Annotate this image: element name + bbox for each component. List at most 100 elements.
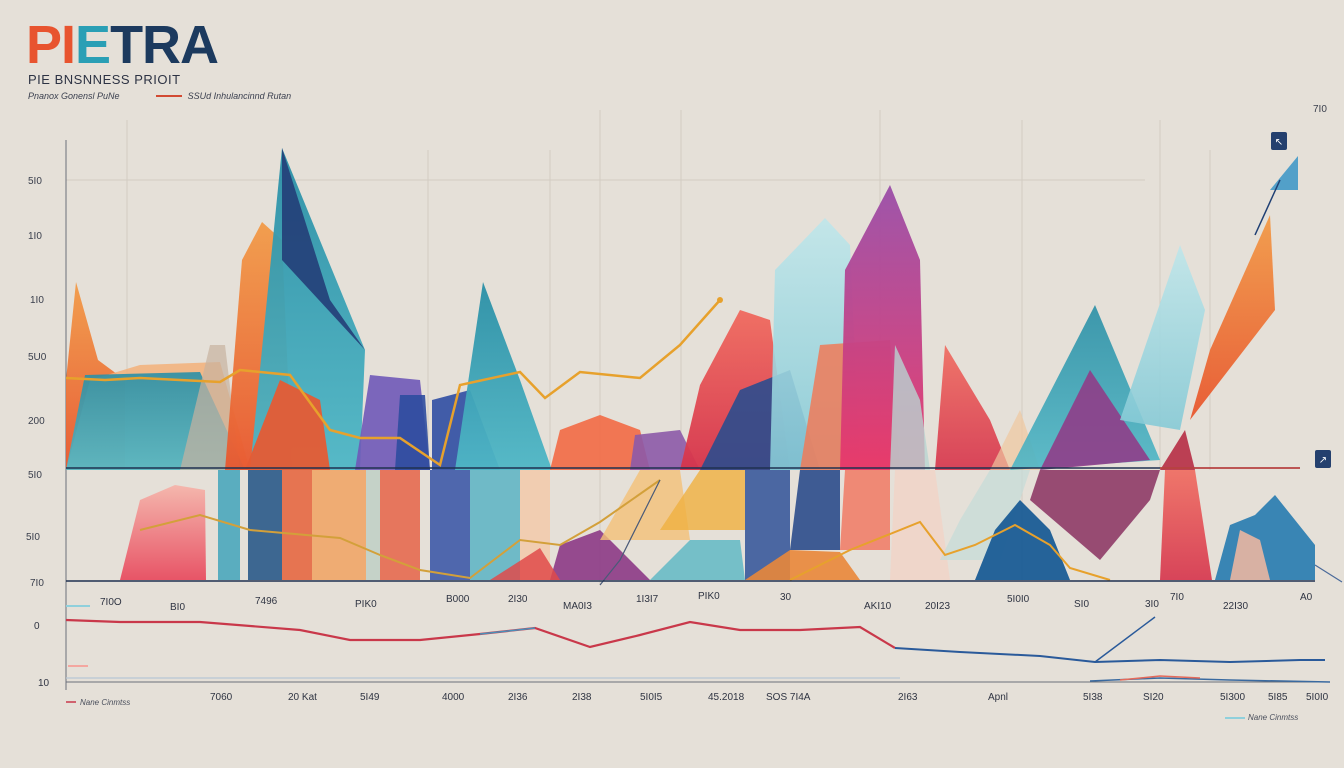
x-tick-label: A0 xyxy=(1300,592,1313,603)
legend-swatch xyxy=(155,95,182,97)
area-mark xyxy=(282,148,365,350)
trend-line-upper xyxy=(65,299,721,468)
area-mark xyxy=(840,470,890,550)
area-mark xyxy=(975,500,1070,580)
x-tick-label: BI0 xyxy=(170,602,185,613)
x-tick-label: 22I30 xyxy=(1223,601,1248,612)
y-tick-label: 5I0 xyxy=(28,470,42,481)
area-mark xyxy=(745,550,860,580)
area-mark xyxy=(312,470,366,580)
lower-y-tick: 10 xyxy=(38,678,50,689)
x-tick-label: PIK0 xyxy=(355,599,377,610)
area-mark xyxy=(248,470,282,580)
brand-logo: PIETRA xyxy=(26,15,219,75)
x-tick-label: 7060 xyxy=(210,692,233,703)
x-tick-label: 7I0O xyxy=(100,597,122,608)
x-tick-label: 2I30 xyxy=(508,594,528,605)
x-tick-label: 2I63 xyxy=(898,692,918,703)
x-tick-label: PIK0 xyxy=(698,591,720,602)
x-tick-label: SI0 xyxy=(1074,599,1089,610)
trend-line-lower-b xyxy=(789,520,1111,581)
area-mark xyxy=(120,485,206,580)
area-mark xyxy=(660,470,745,530)
x-tick-label: 7496 xyxy=(255,596,278,607)
area-mark xyxy=(395,395,430,470)
area-mark xyxy=(180,345,240,470)
x-tick-label: 5I300 xyxy=(1220,692,1245,703)
x-tick-label: 7I0 xyxy=(1170,592,1184,603)
area-mark xyxy=(935,345,1010,470)
area-mark xyxy=(218,470,240,580)
area-mark xyxy=(1160,470,1212,580)
x-tick-label: SOS 7I4A xyxy=(766,692,811,703)
area-mark xyxy=(1040,370,1150,470)
area-mark xyxy=(1190,215,1275,420)
x-tick-label: SI20 xyxy=(1143,692,1164,703)
x-tick-label: MA0I3 xyxy=(563,601,592,612)
x-tick-label: 20 Kat xyxy=(288,692,317,703)
x-ticks-upper: 7I0O BI0 7496 PIK0 B000 2I30 MA0I3 1I3I7… xyxy=(100,591,1313,613)
area-mark xyxy=(650,540,745,580)
y-tick-label: 7I0 xyxy=(30,578,44,589)
y-tick-label: 1I0 xyxy=(28,231,42,242)
x-tick-label: 5I85 xyxy=(1268,692,1288,703)
area-mark xyxy=(1120,245,1205,430)
chart-legend: Pnanox Gonensl PuNe SSUd Inhulancinnd Ru… xyxy=(28,91,291,101)
area-mark xyxy=(470,470,520,580)
area-mark xyxy=(745,470,790,580)
area-mark xyxy=(1270,156,1298,190)
area-mark xyxy=(380,470,420,580)
lower-legend-label: Nane Cinmtss xyxy=(80,698,130,707)
y-tick-label: 200 xyxy=(28,416,45,427)
line-panel-lower xyxy=(65,605,1331,683)
area-panel-upper xyxy=(66,148,1298,470)
y-tick-label: 5I0 xyxy=(26,532,40,543)
trend-line-lower-c xyxy=(599,479,661,586)
x-tick-label: AKI10 xyxy=(864,601,892,612)
series-line xyxy=(894,647,1325,664)
area-mark xyxy=(890,345,930,470)
legend-item-1: Pnanox Gonensl PuNe xyxy=(28,91,120,101)
x-tick-label: B000 xyxy=(446,594,470,605)
area-mark xyxy=(1160,430,1195,470)
trend-line-upper-right xyxy=(1254,179,1281,236)
trend-line-lower-a xyxy=(139,479,661,580)
x-tick-label: 45.2018 xyxy=(708,692,745,703)
svg-text:↖: ↖ xyxy=(1275,137,1283,148)
x-tick-label: 20I23 xyxy=(925,601,950,612)
area-mark xyxy=(490,548,560,580)
area-mark xyxy=(890,470,950,580)
area-mark xyxy=(550,415,650,470)
area-mark xyxy=(550,530,650,580)
y-tick-label: 5I0 xyxy=(28,176,42,187)
x-tick-label: 3I0 xyxy=(1145,599,1159,610)
marker-top-right: ↖ xyxy=(1271,132,1287,150)
x-ticks-lower: 7060 20 Kat 5I49 4000 2I36 2I38 5I0I5 45… xyxy=(210,692,1329,703)
x-tick-label: 5I49 xyxy=(360,692,380,703)
area-mark xyxy=(366,470,380,580)
x-tick-label: 5I0I0 xyxy=(1007,594,1030,605)
x-tick-label: 5I38 xyxy=(1083,692,1103,703)
trend-line-point xyxy=(717,297,723,303)
x-tick-label: 5I0I5 xyxy=(640,692,663,703)
lower-y-tick: 0 xyxy=(34,621,40,632)
y-tick-label: 1I0 xyxy=(30,295,44,306)
x-tick-label: 5I0I0 xyxy=(1306,692,1329,703)
area-mark xyxy=(1230,530,1270,580)
area-mark xyxy=(790,470,840,550)
x-tick-label: 1I3I7 xyxy=(636,594,659,605)
svg-text:↗: ↗ xyxy=(1319,455,1327,466)
area-panel-lower xyxy=(120,470,1315,580)
legend-item-2: SSUd Inhulancinnd Rutan xyxy=(187,91,292,101)
x-tick-label: 30 xyxy=(780,592,792,603)
baseline-lower-tail xyxy=(1314,564,1343,583)
area-mark xyxy=(430,470,470,580)
x-tick-label: 2I36 xyxy=(508,692,528,703)
series-line-lower xyxy=(1119,675,1201,681)
lower-legend-label-right: Nane Cinmtss xyxy=(1248,713,1298,722)
series-line xyxy=(479,627,536,635)
y-tick-label: 5U0 xyxy=(28,352,47,363)
x-tick-label: 4000 xyxy=(442,692,465,703)
area-mark xyxy=(1030,470,1160,560)
